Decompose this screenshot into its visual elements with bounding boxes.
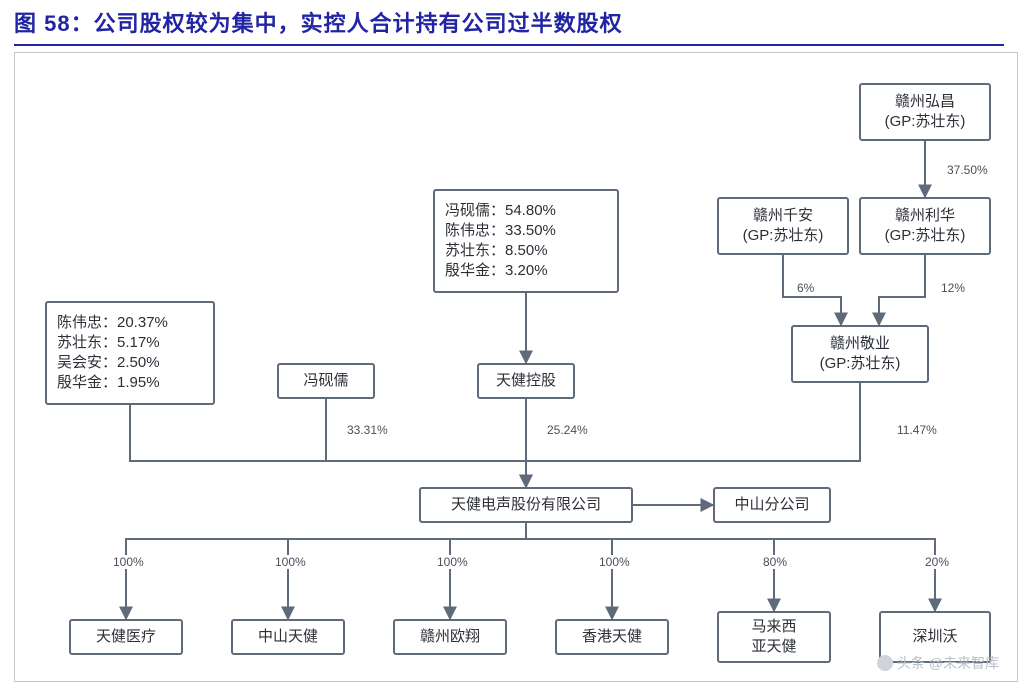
edge-tj_dianseng-sub_hk_tj bbox=[526, 523, 612, 619]
edge-label-tj_dianseng-sub_my_tj: 80% bbox=[761, 555, 789, 569]
node-ganzhou_jingye: 赣州敬业(GP:苏壮东) bbox=[791, 325, 929, 383]
edge-tj_dianseng-sub_sz_wo bbox=[526, 523, 935, 611]
node-sub_gz_ouxiang-line: 赣州欧翔 bbox=[420, 627, 480, 647]
node-shareholders_others-line: 吴会安：2.50% bbox=[57, 353, 160, 373]
diagram-canvas: 赣州弘昌(GP:苏壮东)赣州千安(GP:苏壮东)赣州利华(GP:苏壮东)赣州敬业… bbox=[14, 52, 1018, 682]
node-shareholders_others-line: 苏壮东：5.17% bbox=[57, 333, 160, 353]
node-tj_dianseng: 天健电声股份有限公司 bbox=[419, 487, 633, 523]
node-shareholders_tj_holding-line: 陈伟忠：33.50% bbox=[445, 221, 556, 241]
node-zhongshan_branch-line: 中山分公司 bbox=[734, 495, 809, 515]
edge-tj_dianseng-sub_gz_ouxiang bbox=[450, 523, 526, 619]
node-sub_tj_medical: 天健医疗 bbox=[69, 619, 183, 655]
node-ganzhou_lihua: 赣州利华(GP:苏壮东) bbox=[859, 197, 991, 255]
figure-title: 图 58：公司股权较为集中，实控人合计持有公司过半数股权 bbox=[14, 6, 1004, 46]
edge-tj_dianseng-sub_my_tj bbox=[526, 523, 774, 611]
node-tj_holding: 天健控股 bbox=[477, 363, 575, 399]
node-shareholders_tj_holding-line: 冯砚儒：54.80% bbox=[445, 201, 556, 221]
node-sub_zs_tj-line: 中山天健 bbox=[258, 627, 318, 647]
node-ganzhou_qianan-line: (GP:苏壮东) bbox=[743, 226, 824, 246]
watermark: 头条 @未来智库 bbox=[877, 653, 999, 673]
node-ganzhou_qianan: 赣州千安(GP:苏壮东) bbox=[717, 197, 849, 255]
watermark-avatar-icon bbox=[877, 655, 893, 671]
edge-feng_yanru-tj_dianseng bbox=[326, 399, 526, 487]
edge-label-ganzhou_jingye-tj_dianseng: 11.47% bbox=[895, 423, 939, 437]
watermark-text: 头条 @未来智库 bbox=[897, 653, 999, 673]
figure-number: 图 58： bbox=[14, 11, 94, 36]
node-ganzhou_qianan-line: 赣州千安 bbox=[753, 206, 813, 226]
node-ganzhou_hongchang-line: (GP:苏壮东) bbox=[885, 112, 966, 132]
edge-label-feng_yanru-tj_dianseng: 33.31% bbox=[345, 423, 390, 437]
node-sub_hk_tj: 香港天健 bbox=[555, 619, 669, 655]
edge-label-tj_holding-tj_dianseng: 25.24% bbox=[545, 423, 590, 437]
node-sub_my_tj-line: 亚天健 bbox=[751, 637, 796, 657]
node-sub_my_tj-line: 马来西 bbox=[751, 617, 796, 637]
edge-label-tj_dianseng-sub_sz_wo: 20% bbox=[923, 555, 951, 569]
node-sub_my_tj: 马来西亚天健 bbox=[717, 611, 831, 663]
node-sub_tj_medical-line: 天健医疗 bbox=[96, 627, 156, 647]
node-ganzhou_lihua-line: 赣州利华 bbox=[895, 206, 955, 226]
edge-label-tj_dianseng-sub_hk_tj: 100% bbox=[597, 555, 632, 569]
edge-tj_dianseng-sub_zs_tj bbox=[288, 523, 526, 619]
node-tj_dianseng-line: 天健电声股份有限公司 bbox=[451, 495, 601, 515]
node-zhongshan_branch: 中山分公司 bbox=[713, 487, 831, 523]
node-feng_yanru: 冯砚儒 bbox=[277, 363, 375, 399]
edge-label-tj_dianseng-sub_gz_ouxiang: 100% bbox=[435, 555, 470, 569]
node-tj_holding-line: 天健控股 bbox=[496, 371, 556, 391]
node-shareholders_others-line: 殷华金：1.95% bbox=[57, 373, 160, 393]
node-ganzhou_jingye-line: (GP:苏壮东) bbox=[820, 354, 901, 374]
node-shareholders_tj_holding-line: 苏壮东：8.50% bbox=[445, 241, 548, 261]
edge-label-ganzhou_lihua-ganzhou_jingye: 12% bbox=[939, 281, 967, 295]
node-shareholders_tj_holding-line: 殷华金：3.20% bbox=[445, 261, 548, 281]
node-shareholders_others: 陈伟忠：20.37%苏壮东：5.17%吴会安：2.50%殷华金：1.95% bbox=[45, 301, 215, 405]
node-sub_zs_tj: 中山天健 bbox=[231, 619, 345, 655]
edge-label-tj_dianseng-sub_tj_medical: 100% bbox=[111, 555, 146, 569]
edge-tj_dianseng-sub_tj_medical bbox=[126, 523, 526, 619]
node-ganzhou_hongchang-line: 赣州弘昌 bbox=[895, 92, 955, 112]
edge-label-tj_dianseng-sub_zs_tj: 100% bbox=[273, 555, 308, 569]
figure-title-text: 公司股权较为集中，实控人合计持有公司过半数股权 bbox=[94, 11, 623, 36]
edge-label-ganzhou_qianan-ganzhou_jingye: 6% bbox=[795, 281, 816, 295]
node-sub_hk_tj-line: 香港天健 bbox=[582, 627, 642, 647]
edge-label-ganzhou_hongchang-ganzhou_lihua: 37.50% bbox=[945, 163, 990, 177]
node-ganzhou_hongchang: 赣州弘昌(GP:苏壮东) bbox=[859, 83, 991, 141]
edge-shareholders_others-tj_dianseng bbox=[130, 405, 526, 487]
node-feng_yanru-line: 冯砚儒 bbox=[303, 371, 348, 391]
node-shareholders_tj_holding: 冯砚儒：54.80%陈伟忠：33.50%苏壮东：8.50%殷华金：3.20% bbox=[433, 189, 619, 293]
node-ganzhou_lihua-line: (GP:苏壮东) bbox=[885, 226, 966, 246]
node-sub_sz_wo-line: 深圳沃 bbox=[912, 627, 957, 647]
node-sub_gz_ouxiang: 赣州欧翔 bbox=[393, 619, 507, 655]
node-shareholders_others-line: 陈伟忠：20.37% bbox=[57, 313, 168, 333]
edge-ganzhou_lihua-ganzhou_jingye bbox=[879, 255, 925, 325]
node-ganzhou_jingye-line: 赣州敬业 bbox=[830, 334, 890, 354]
